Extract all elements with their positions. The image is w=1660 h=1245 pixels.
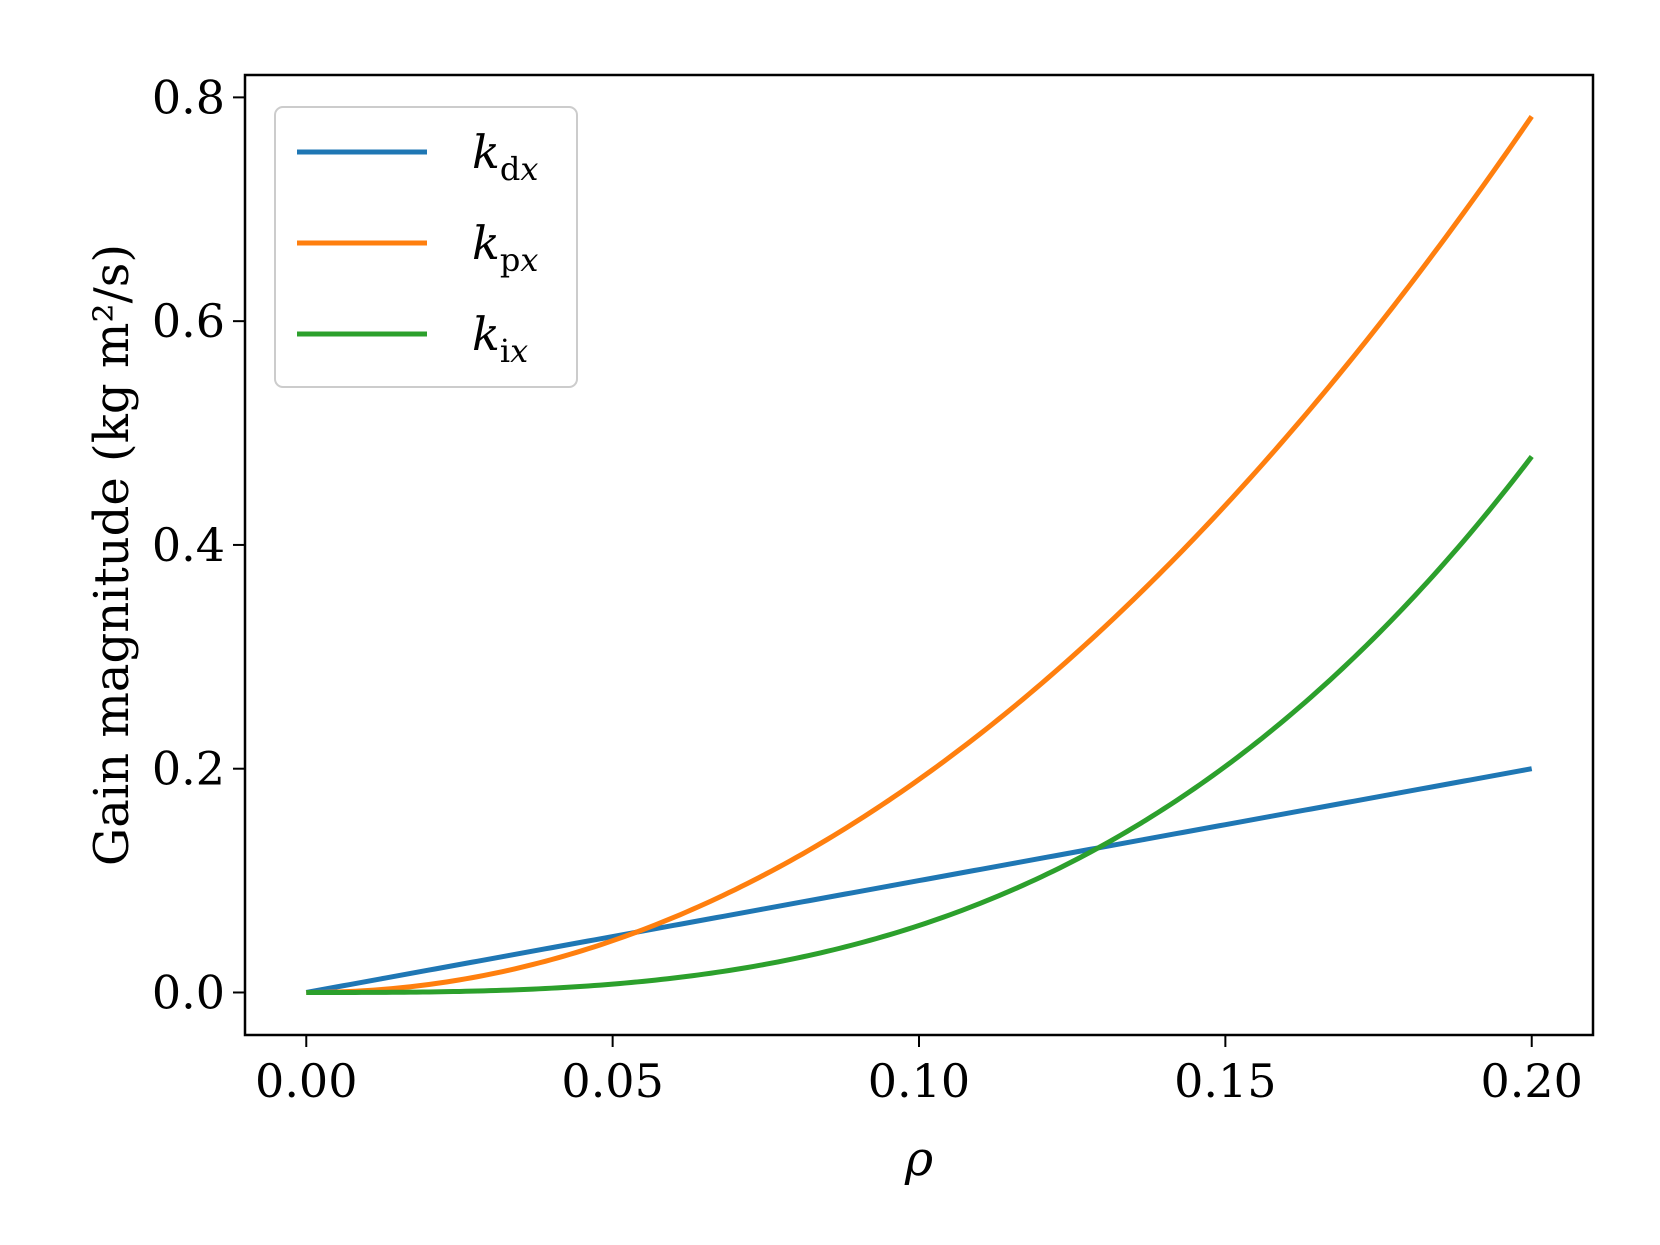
x-tick-label: 0.10 (868, 1054, 970, 1108)
y-tick-label: 0.4 (152, 518, 225, 572)
x-tick-label: 0.15 (1174, 1054, 1276, 1108)
legend-box (274, 106, 578, 388)
y-tick-label: 0.6 (152, 294, 225, 348)
y-tick-label: 0.2 (152, 742, 225, 796)
axis-ticks: 0.00 0.05 0.10 0.15 0.20 0.0 0.2 0.4 0.6 0.8 (152, 70, 1583, 1108)
series-lines (305, 114, 1534, 995)
x-tick-label: 0.00 (255, 1054, 357, 1108)
legend-label: kix (472, 307, 528, 370)
x-tick-label: 0.05 (561, 1054, 663, 1108)
y-axis-label: Gain magnitude (kg m²/s) (84, 244, 140, 866)
y-tick-label: 0.0 (152, 965, 225, 1019)
series-line-k-dx (305, 766, 1533, 995)
legend-label: kpx (472, 216, 538, 279)
y-tick-label: 0.8 (152, 70, 225, 124)
series-line-k-px (306, 114, 1534, 995)
legend-label: kdx (472, 125, 538, 188)
axes-frame (243, 73, 1595, 1037)
legend: kdx kpx kix (274, 106, 578, 388)
x-axis-label: ρ (904, 1131, 933, 1187)
series-line-k-ix (306, 455, 1534, 995)
x-tick-label: 0.20 (1481, 1054, 1583, 1108)
